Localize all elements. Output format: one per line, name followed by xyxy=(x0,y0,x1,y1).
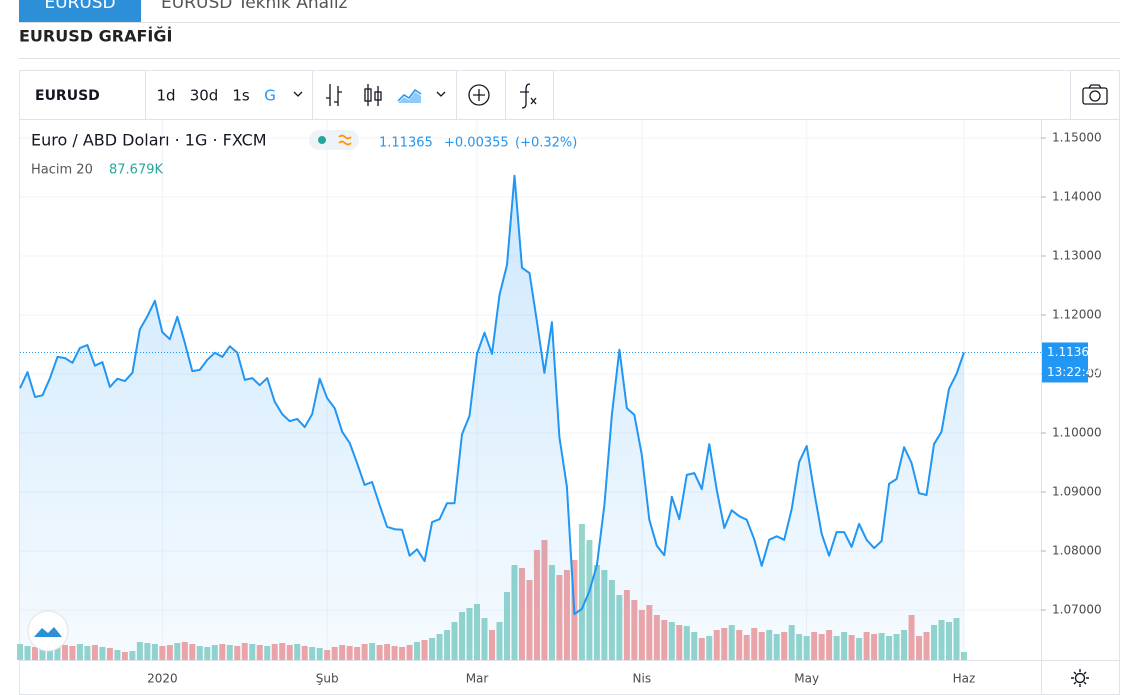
x-tick-label: Mar xyxy=(466,672,489,686)
legend-change-pct: (+0.32%) xyxy=(515,136,577,151)
indicator-add-icon[interactable] xyxy=(468,84,490,106)
dropdown-icon[interactable] xyxy=(293,91,303,97)
status-dot xyxy=(318,136,326,144)
tab-label[interactable]: EURUSD Teknik Analiz xyxy=(161,0,348,13)
y-tick-label: 1.12000 xyxy=(1052,308,1102,322)
bar-icon[interactable] xyxy=(326,84,342,106)
interval[interactable]: 1d xyxy=(156,87,175,105)
x-tick-label: May xyxy=(794,672,819,686)
x-tick-label: Nis xyxy=(633,672,652,686)
dropdown-icon[interactable] xyxy=(436,91,446,97)
legend-price: 1.11365 xyxy=(379,136,433,151)
y-tick-label: 1.15000 xyxy=(1052,130,1102,144)
delay-icon xyxy=(338,134,352,146)
y-tick-label: 1.08000 xyxy=(1052,544,1102,558)
last-price-box xyxy=(1042,342,1088,363)
x-tick-label: Şub xyxy=(316,672,339,686)
y-tick-label: 1.09000 xyxy=(1052,485,1102,499)
volume-legend: Hacim 20 xyxy=(31,163,93,178)
y-tick-label: 1.10000 xyxy=(1052,426,1102,440)
countdown-label: 13:22:49 xyxy=(1047,365,1101,379)
y-tick-label: 1.14000 xyxy=(1052,189,1102,203)
legend-change: +0.00355 xyxy=(444,136,509,151)
last-price-label: 1.11365 xyxy=(1047,345,1097,359)
countdown-box xyxy=(1042,362,1088,383)
interval[interactable]: 1s xyxy=(232,87,250,105)
y-tick-label: 1.07000 xyxy=(1052,603,1102,617)
plot: 1.070001.080001.090001.100001.110001.120… xyxy=(17,120,1102,686)
area-icon[interactable] xyxy=(397,88,422,103)
settings-icon[interactable] xyxy=(1071,669,1089,687)
chart-title: Euro / ABD Doları · 1G · FXCM xyxy=(31,131,267,150)
tab-active[interactable] xyxy=(19,0,141,22)
price-line xyxy=(19,174,965,616)
x-tick-label: Haz xyxy=(953,672,976,686)
area xyxy=(20,175,964,661)
fx-icon[interactable] xyxy=(520,83,537,109)
status-pill xyxy=(309,130,359,150)
x-tick-label: 2020 xyxy=(147,672,178,686)
interval[interactable]: 30d xyxy=(190,87,219,105)
volume-legend-value: 87.679K xyxy=(109,163,163,178)
logo-mark[interactable] xyxy=(34,627,62,637)
heading: EURUSD GRAFİĞİ xyxy=(19,27,172,46)
y-tick-label: 1.13000 xyxy=(1052,249,1102,263)
logo[interactable] xyxy=(27,610,69,652)
tab-label[interactable]: EURUSD xyxy=(44,0,115,13)
volume-bar xyxy=(578,524,585,660)
camera-icon[interactable] xyxy=(1082,84,1108,105)
interval-active[interactable]: G xyxy=(264,87,276,105)
candle-icon[interactable] xyxy=(364,84,382,106)
symbol[interactable]: EURUSD xyxy=(35,88,100,104)
